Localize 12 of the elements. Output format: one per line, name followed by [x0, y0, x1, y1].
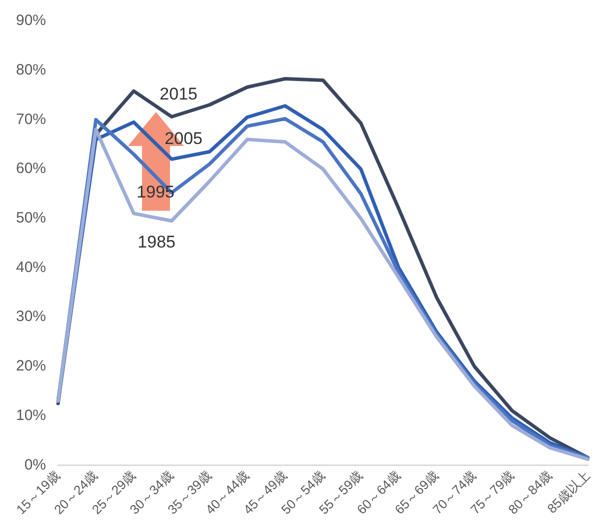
- series-label: 2015: [160, 84, 198, 104]
- y-tick-label: 90%: [16, 12, 46, 30]
- y-tick-label: 70%: [16, 110, 46, 128]
- y-tick-label: 60%: [16, 160, 46, 178]
- y-tick-label: 80%: [16, 61, 46, 78]
- y-tick-label: 50%: [16, 210, 46, 227]
- series-label: 1985: [138, 232, 176, 252]
- y-tick-label: 40%: [16, 258, 46, 276]
- y-tick-label: 10%: [16, 406, 46, 424]
- y-tick-label: 30%: [16, 308, 46, 326]
- y-tick-label: 0%: [24, 456, 46, 474]
- y-tick-label: 20%: [16, 358, 46, 375]
